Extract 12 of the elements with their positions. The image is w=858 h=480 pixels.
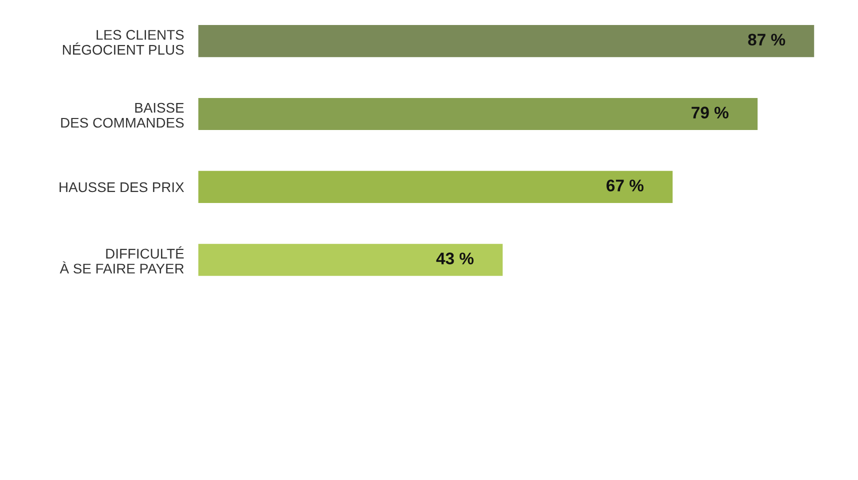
bar (198, 244, 503, 276)
y-tick-label: LES CLIENTS NÉGOCIENT PLUS (62, 30, 184, 55)
data-label: 67 % (606, 180, 644, 192)
y-tick-label: HAUSSE DES PRIX (60, 182, 184, 192)
y-tick-label: DIFFICULTÉ À SE FAIRE PAYER (60, 246, 184, 274)
bar (198, 98, 758, 130)
data-label: 43 % (436, 252, 474, 264)
bar (198, 25, 814, 58)
y-tick-label: BAISSE DES COMMANDES (61, 102, 184, 128)
data-label: 87 % (748, 34, 786, 46)
bar (198, 170, 673, 203)
data-label: 79 % (692, 106, 728, 118)
